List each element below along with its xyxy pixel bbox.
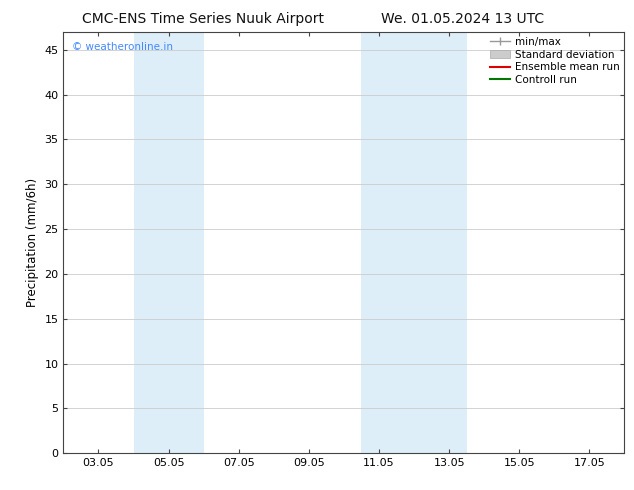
Text: © weatheronline.in: © weatheronline.in [72, 43, 173, 52]
Bar [361, 32, 467, 453]
Legend: min/max, Standard deviation, Ensemble mean run, Controll run: min/max, Standard deviation, Ensemble me… [488, 35, 621, 87]
Text: CMC-ENS Time Series Nuuk Airport: CMC-ENS Time Series Nuuk Airport [82, 12, 324, 26]
Bar [134, 32, 204, 453]
Y-axis label: Precipitation (mm/6h): Precipitation (mm/6h) [26, 178, 39, 307]
Text: We. 01.05.2024 13 UTC: We. 01.05.2024 13 UTC [381, 12, 545, 26]
